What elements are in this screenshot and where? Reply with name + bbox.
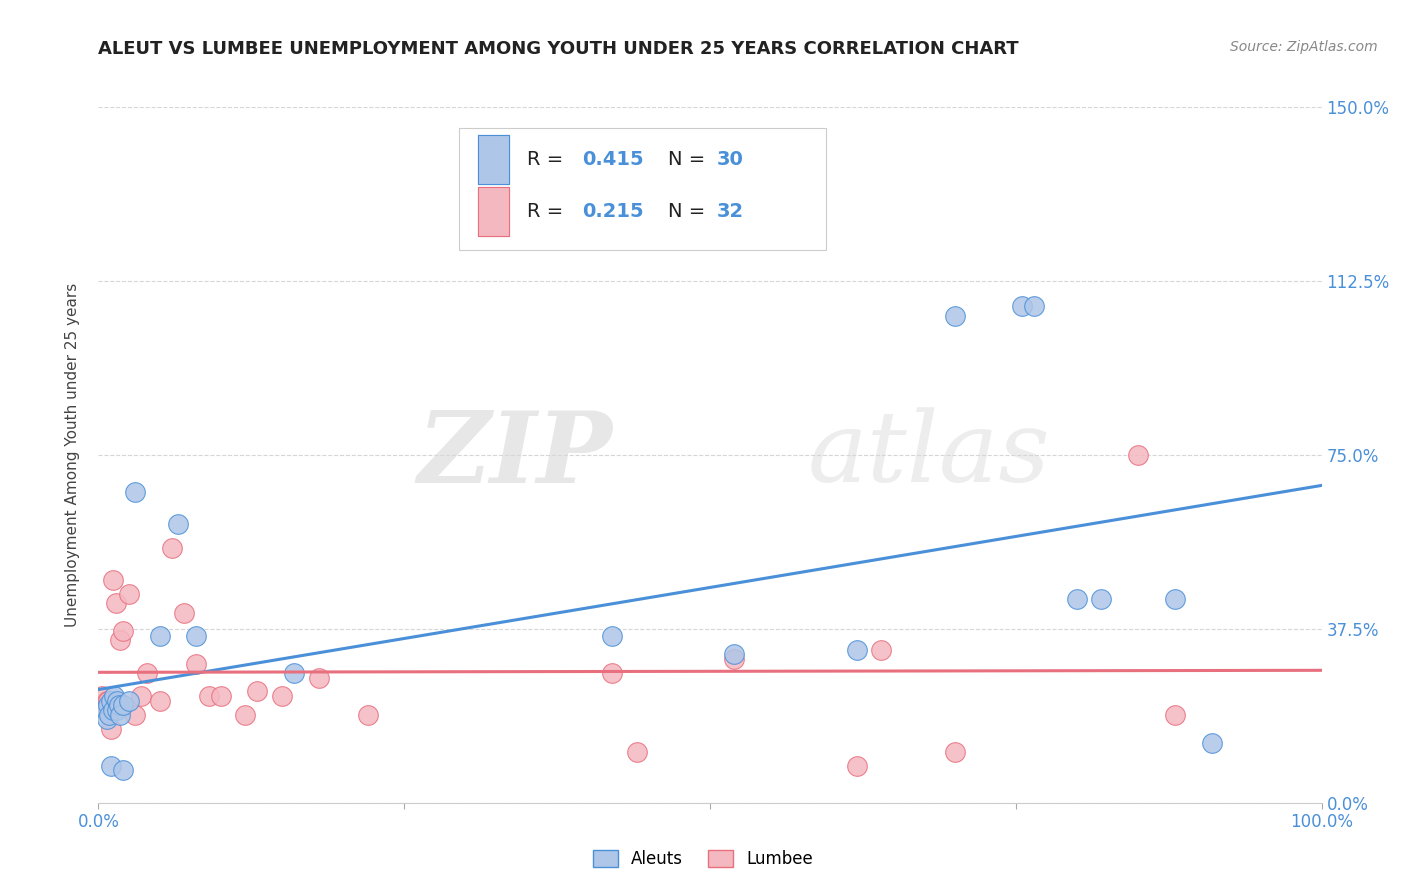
Y-axis label: Unemployment Among Youth under 25 years: Unemployment Among Youth under 25 years (65, 283, 80, 627)
Point (118, 694, 141, 708)
Point (104, 596, 127, 610)
Point (111, 624, 134, 639)
Point (270, 689, 294, 703)
Point (845, 758, 868, 772)
Point (197, 689, 219, 703)
Text: 0.215: 0.215 (582, 202, 644, 221)
FancyBboxPatch shape (478, 187, 509, 235)
Point (845, 642, 868, 657)
Point (110, 707, 132, 722)
Point (149, 694, 172, 708)
Legend: Aleuts, Lumbee: Aleuts, Lumbee (586, 843, 820, 875)
Point (97, 698, 120, 713)
Point (93, 703, 115, 717)
Text: R =: R = (527, 150, 569, 169)
Point (870, 642, 893, 657)
Point (105, 694, 128, 708)
Point (943, 745, 966, 759)
Point (105, 703, 128, 717)
Point (98, 707, 121, 722)
Point (111, 764, 134, 778)
Point (124, 485, 146, 500)
Point (173, 606, 195, 620)
Point (1024, 300, 1046, 314)
FancyBboxPatch shape (460, 128, 827, 250)
Text: N =: N = (668, 150, 711, 169)
Point (723, 652, 745, 666)
Point (160, 541, 183, 555)
Point (96, 694, 118, 708)
Point (93, 703, 115, 717)
Point (1201, 735, 1223, 749)
Point (246, 684, 269, 698)
Point (1128, 448, 1150, 462)
Point (108, 698, 131, 713)
Point (186, 657, 208, 671)
Point (100, 722, 122, 736)
Point (356, 707, 378, 722)
FancyBboxPatch shape (478, 135, 509, 184)
Text: N =: N = (668, 202, 711, 221)
Point (124, 707, 146, 722)
Point (96, 712, 118, 726)
Text: 32: 32 (717, 202, 744, 221)
Text: ZIP: ZIP (418, 407, 612, 503)
Point (100, 694, 122, 708)
Point (167, 517, 190, 532)
Text: Source: ZipAtlas.com: Source: ZipAtlas.com (1230, 40, 1378, 54)
Text: ALEUT VS LUMBEE UNEMPLOYMENT AMONG YOUTH UNDER 25 YEARS CORRELATION CHART: ALEUT VS LUMBEE UNEMPLOYMENT AMONG YOUTH… (98, 40, 1019, 58)
Point (149, 629, 172, 643)
Point (111, 698, 134, 713)
Point (1164, 707, 1187, 722)
Point (209, 689, 232, 703)
Point (91, 689, 114, 703)
Point (110, 633, 132, 648)
Point (186, 629, 208, 643)
Point (1090, 591, 1112, 606)
Point (103, 689, 125, 703)
Point (100, 758, 122, 772)
Text: 30: 30 (717, 150, 744, 169)
Point (136, 665, 159, 680)
Point (943, 309, 966, 323)
Point (233, 707, 256, 722)
Text: R =: R = (527, 202, 569, 221)
Point (118, 587, 141, 601)
Text: atlas: atlas (808, 408, 1050, 502)
Point (308, 671, 330, 685)
Point (723, 648, 745, 662)
Point (626, 745, 648, 759)
Point (1011, 300, 1033, 314)
Point (101, 703, 124, 717)
Point (1066, 591, 1088, 606)
Point (600, 629, 623, 643)
Point (600, 665, 623, 680)
Point (129, 689, 152, 703)
Point (101, 573, 124, 587)
Point (97, 694, 120, 708)
Point (1164, 591, 1187, 606)
Point (283, 665, 305, 680)
Text: 0.415: 0.415 (582, 150, 644, 169)
